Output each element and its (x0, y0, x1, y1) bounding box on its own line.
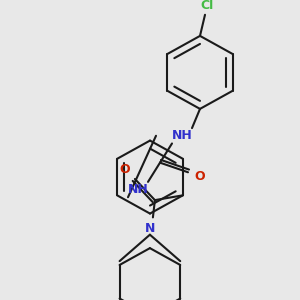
Text: Cl: Cl (200, 0, 214, 12)
Text: N: N (145, 222, 155, 236)
Text: O: O (120, 163, 130, 176)
Text: NH: NH (128, 183, 148, 196)
Text: O: O (195, 169, 205, 183)
Text: NH: NH (172, 129, 192, 142)
